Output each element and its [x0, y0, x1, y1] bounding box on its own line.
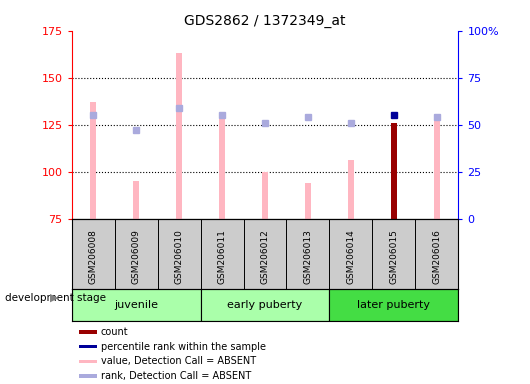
Text: later puberty: later puberty	[357, 300, 430, 310]
Text: GSM206015: GSM206015	[390, 229, 399, 284]
Text: GSM206009: GSM206009	[131, 229, 140, 284]
Text: GSM206014: GSM206014	[347, 229, 356, 284]
Bar	[391, 123, 396, 218]
Bar	[348, 161, 354, 218]
Bar	[91, 102, 95, 218]
Text: ▶: ▶	[50, 293, 59, 303]
Bar	[330, 289, 458, 321]
Bar	[80, 345, 96, 348]
Bar	[80, 374, 96, 378]
Bar	[262, 172, 268, 218]
Text: early puberty: early puberty	[227, 300, 303, 310]
Bar	[134, 181, 139, 218]
Text: percentile rank within the sample: percentile rank within the sample	[101, 342, 266, 352]
Text: rank, Detection Call = ABSENT: rank, Detection Call = ABSENT	[101, 371, 251, 381]
Text: count: count	[101, 327, 128, 337]
Text: development stage: development stage	[5, 293, 107, 303]
Bar	[176, 53, 182, 218]
Text: GSM206013: GSM206013	[304, 229, 313, 284]
Bar	[219, 119, 225, 218]
Text: GSM206016: GSM206016	[432, 229, 441, 284]
Text: juvenile: juvenile	[114, 300, 158, 310]
Text: value, Detection Call = ABSENT: value, Detection Call = ABSENT	[101, 356, 255, 366]
Text: GSM206011: GSM206011	[217, 229, 226, 284]
Bar	[80, 330, 96, 334]
Bar	[305, 183, 311, 218]
Text: GSM206012: GSM206012	[261, 229, 269, 284]
Bar	[80, 359, 96, 363]
Bar	[435, 121, 439, 218]
Text: GSM206008: GSM206008	[89, 229, 98, 284]
Bar	[72, 289, 200, 321]
Bar	[200, 289, 330, 321]
Text: GSM206010: GSM206010	[174, 229, 183, 284]
Title: GDS2862 / 1372349_at: GDS2862 / 1372349_at	[184, 14, 346, 28]
